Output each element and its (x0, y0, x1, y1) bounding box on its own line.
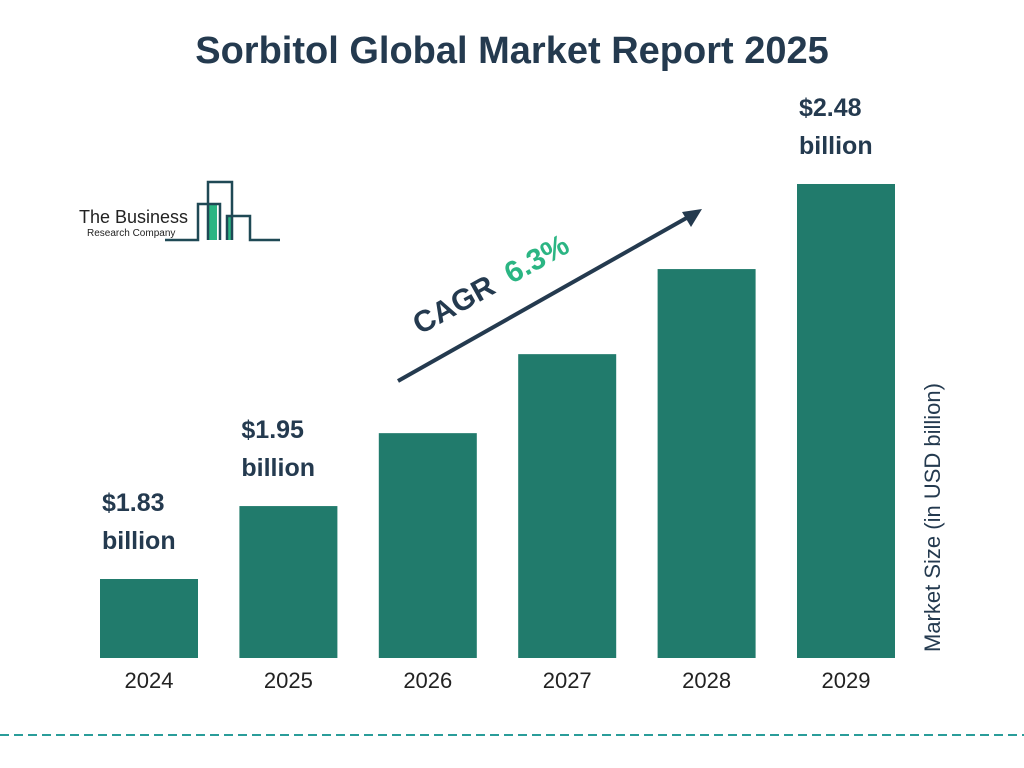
logo-line1: The Business (79, 207, 188, 227)
bar-2025 (239, 506, 338, 658)
chart-title: Sorbitol Global Market Report 2025 (195, 30, 829, 72)
x-tick-label: 2026 (403, 668, 452, 693)
x-tick-label: 2024 (125, 668, 174, 693)
bar-2028 (657, 269, 756, 658)
logo-line2: Research Company (87, 228, 175, 239)
data-label-unit: billion (241, 454, 315, 482)
cagr-value: 6.3% (499, 228, 575, 290)
svg-text:CAGR 6.3%: CAGR 6.3% (407, 228, 574, 341)
data-label-value: $1.83 (102, 489, 165, 517)
bar-2027 (518, 354, 617, 658)
bar-2024 (100, 578, 198, 658)
data-label-unit: billion (102, 527, 176, 555)
x-tick-label: 2025 (264, 668, 313, 693)
data-label-unit: billion (799, 132, 873, 160)
data-label-value: $1.95 (241, 416, 304, 444)
x-tick-label: 2027 (543, 668, 592, 693)
y-axis-label: Market Size (in USD billion) (920, 383, 945, 652)
x-tick-label: 2028 (682, 668, 731, 693)
bar-2026 (378, 433, 477, 658)
x-tick-label: 2029 (822, 668, 871, 693)
logo: The Business Research Company (79, 180, 280, 242)
bar-2029 (797, 183, 895, 658)
data-label-value: $2.48 (799, 94, 862, 122)
